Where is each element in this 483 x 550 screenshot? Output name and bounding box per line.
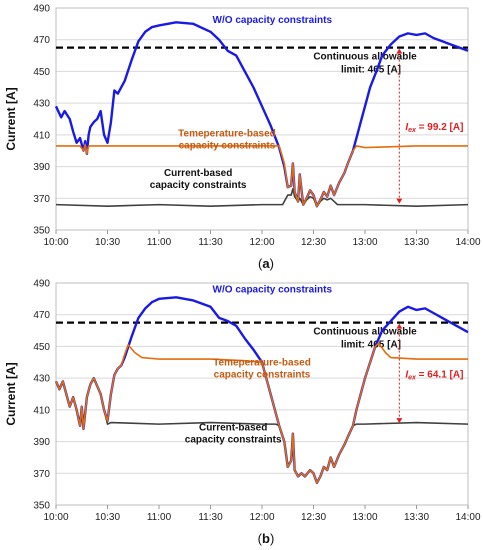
x-tick-label: 13:30 (404, 512, 429, 523)
series-line-wo (54, 296, 469, 484)
x-tick-label: 10:30 (95, 237, 120, 248)
y-tick-label: 490 (33, 4, 50, 15)
y-tick-label: 370 (33, 469, 50, 480)
x-tick-label: 12:30 (301, 237, 326, 248)
annotation-arrowhead-bottom (396, 198, 403, 204)
y-tick-label: 410 (33, 405, 50, 416)
y-tick-label: 450 (33, 342, 50, 353)
x-tick-label: 10:30 (95, 512, 120, 523)
y-tick-label: 470 (33, 35, 50, 46)
x-tick-label: 14:00 (455, 237, 480, 248)
x-tick-label: 11:00 (147, 237, 172, 248)
series-label-wo: W/O capacity constraints (213, 15, 333, 26)
chart-panel-a: 350 370 390 410 430 450 470 490 10:00 10:30 11:00 1… (4, 4, 481, 272)
y-tick-label: 390 (33, 162, 50, 173)
y-axis-label: Current [A] (4, 362, 18, 425)
panel-label: (b) (258, 531, 275, 546)
panel-label: (a) (258, 256, 274, 271)
series-line-curr (55, 187, 469, 208)
y-tick-label: 350 (33, 226, 50, 237)
series-label-temp-line2: capacity constraints (214, 369, 311, 380)
annotation-label: Iex = 99.2 [A] (405, 122, 463, 134)
x-tick-label: 13:00 (352, 237, 377, 248)
x-tick-label: 10:00 (43, 512, 68, 523)
series-label-temp-line1: Temeperature-based (178, 128, 276, 139)
plot-area (55, 282, 469, 506)
series-line-temp (55, 342, 468, 484)
plot-area (55, 7, 469, 231)
y-tick-label: 410 (33, 130, 50, 141)
series-line-wo (54, 21, 469, 208)
series-label-curr-line2: capacity constraints (185, 434, 282, 445)
x-tick-label: 11:30 (198, 237, 223, 248)
x-tick-label: 14:00 (455, 512, 480, 523)
series-label-temp-line2: capacity constraints (179, 140, 276, 151)
series-label-temp-line1: Temeperature-based (213, 357, 311, 368)
series-label-curr-line2: capacity constraints (150, 180, 247, 191)
y-tick-label: 350 (33, 501, 50, 512)
y-tick-label: 490 (33, 279, 50, 290)
y-tick-label: 370 (33, 194, 50, 205)
x-tick-label: 12:00 (249, 512, 274, 523)
annotation-label: Iex = 64.1 [A] (405, 369, 463, 381)
y-tick-label: 450 (33, 67, 50, 78)
annotation-arrowhead-top (396, 48, 403, 54)
limit-label-line2: limit: 465 [A] (341, 65, 401, 76)
x-tick-label: 12:00 (249, 237, 274, 248)
y-tick-label: 390 (33, 437, 50, 448)
x-tick-label: 13:30 (404, 237, 429, 248)
chart-panel-b: 350 370 390 410 430 450 470 490 10:00 10:30 11:00 1… (4, 279, 481, 547)
y-tick-label: 470 (33, 310, 50, 321)
y-axis-label: Current [A] (4, 87, 18, 150)
x-tick-label: 13:00 (352, 512, 377, 523)
annotation-arrowhead-top (396, 323, 403, 329)
series-label-curr-line1: Current-based (199, 422, 267, 433)
limit-label-line1: Continuous allowable (313, 52, 417, 63)
x-tick-label: 11:00 (147, 512, 172, 523)
limit-label-line1: Continuous allowable (313, 327, 417, 338)
series-line-temp (56, 143, 468, 208)
y-tick-label: 430 (33, 374, 50, 385)
annotation-arrowhead-bottom (396, 418, 403, 424)
series-label-curr-line1: Current-based (164, 168, 232, 179)
x-tick-label: 10:00 (43, 237, 68, 248)
x-tick-label: 11:30 (198, 512, 223, 523)
x-tick-label: 12:30 (301, 512, 326, 523)
limit-label-line2: limit: 465 [A] (341, 340, 401, 351)
series-label-wo: W/O capacity constraints (213, 285, 333, 296)
y-tick-label: 430 (33, 99, 50, 110)
